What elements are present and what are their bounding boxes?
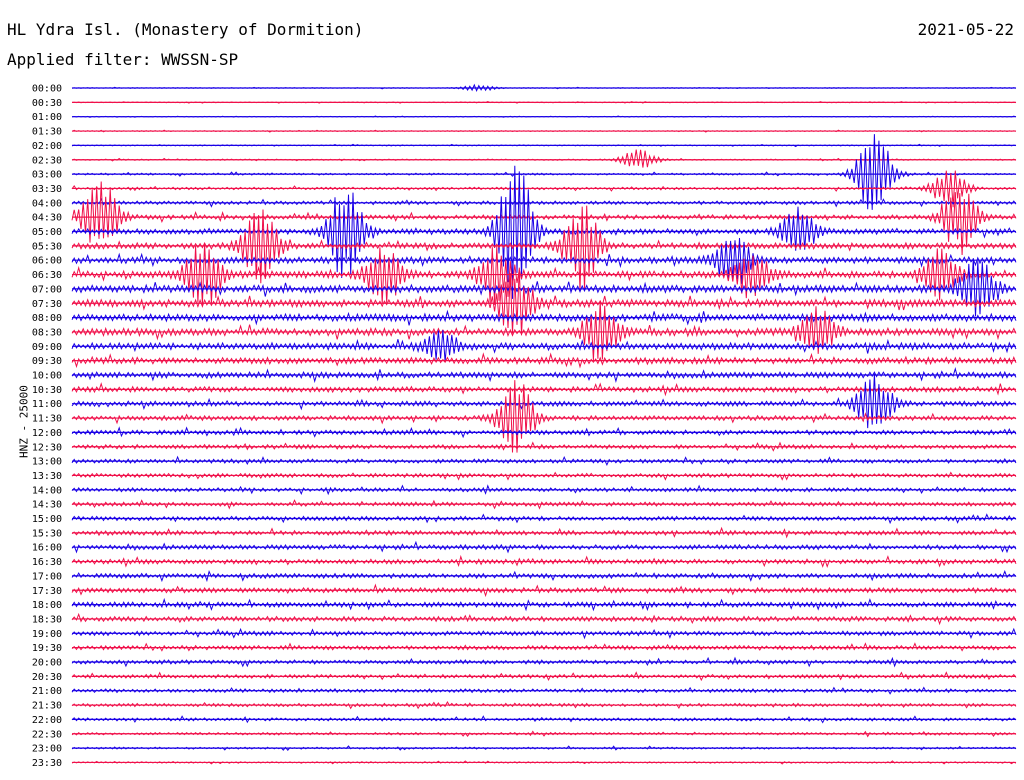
- row-label-0430: 04:30: [32, 213, 62, 224]
- row-label-0730: 07:30: [32, 299, 62, 310]
- trace-1530: [71, 526, 1017, 539]
- row-label-2230: 22:30: [32, 729, 62, 740]
- row-label-0800: 08:00: [32, 313, 62, 324]
- trace-2000: [71, 656, 1017, 668]
- trace-1130: [71, 380, 1017, 453]
- trace-1000: [71, 366, 1017, 384]
- row-label-0100: 01:00: [32, 112, 62, 123]
- row-label-1230: 12:30: [32, 442, 62, 453]
- row-label-1930: 19:30: [32, 643, 62, 654]
- trace-2130: [71, 700, 1017, 710]
- row-label-2030: 20:30: [32, 672, 62, 683]
- row-label-1030: 10:30: [32, 385, 62, 396]
- row-label-1430: 14:30: [32, 500, 62, 511]
- trace-0630: [71, 242, 1017, 305]
- trace-1300: [71, 455, 1017, 466]
- row-label-2300: 23:00: [32, 744, 62, 755]
- row-label-1130: 11:30: [32, 414, 62, 425]
- row-label-0530: 05:30: [32, 241, 62, 252]
- row-label-1730: 17:30: [32, 586, 62, 597]
- row-label-0330: 03:30: [32, 184, 62, 195]
- row-label-0400: 04:00: [32, 198, 62, 209]
- trace-0600: [71, 237, 1017, 284]
- row-label-0830: 08:30: [32, 327, 62, 338]
- row-label-1630: 16:30: [32, 557, 62, 568]
- row-label-0500: 05:00: [32, 227, 62, 238]
- trace-1630: [71, 554, 1017, 569]
- row-label-0130: 01:30: [32, 127, 62, 138]
- trace-0730: [71, 267, 1017, 336]
- trace-0930: [71, 352, 1017, 369]
- row-label-0600: 06:00: [32, 256, 62, 267]
- row-label-0930: 09:30: [32, 356, 62, 367]
- row-label-0900: 09:00: [32, 342, 62, 353]
- row-time-labels: 00:00 00:30 01:00 01:30 02:00 02:30 03:00 03:30…: [32, 84, 62, 769]
- trace-1230: [71, 441, 1017, 452]
- seismogram-traces: [71, 83, 1017, 765]
- row-label-2200: 22:00: [32, 715, 62, 726]
- trace-0700: [71, 258, 1017, 317]
- trace-1830: [71, 612, 1017, 626]
- row-label-0230: 02:30: [32, 155, 62, 166]
- trace-1200: [71, 426, 1017, 439]
- row-label-1800: 18:00: [32, 600, 62, 611]
- trace-0900: [71, 330, 1017, 362]
- row-label-1830: 18:30: [32, 614, 62, 625]
- row-label-1900: 19:00: [32, 629, 62, 640]
- trace-0500: [71, 165, 1017, 299]
- trace-2200: [71, 715, 1017, 724]
- row-label-2330: 23:30: [32, 758, 62, 769]
- row-label-0030: 00:30: [32, 98, 62, 109]
- trace-1600: [71, 540, 1017, 554]
- row-label-0700: 07:00: [32, 284, 62, 295]
- station-title: HL Ydra Isl. (Monastery of Dormition): [7, 20, 364, 39]
- row-label-0630: 06:30: [32, 270, 62, 281]
- trace-2030: [71, 671, 1017, 682]
- row-label-1700: 17:00: [32, 571, 62, 582]
- row-label-1330: 13:30: [32, 471, 62, 482]
- row-label-1600: 16:00: [32, 543, 62, 554]
- trace-0530: [71, 205, 1017, 291]
- row-label-1300: 13:00: [32, 457, 62, 468]
- row-label-1200: 12:00: [32, 428, 62, 439]
- trace-1030: [71, 382, 1017, 397]
- trace-1930: [71, 642, 1017, 652]
- row-label-0300: 03:00: [32, 170, 62, 181]
- trace-1900: [71, 627, 1017, 640]
- row-label-1400: 14:00: [32, 485, 62, 496]
- trace-0330: [71, 170, 1017, 208]
- applied-filter-label: Applied filter: WWSSN-SP: [7, 50, 239, 69]
- row-label-1100: 11:00: [32, 399, 62, 410]
- trace-0430: [71, 181, 1017, 256]
- row-label-2130: 21:30: [32, 701, 62, 712]
- row-label-1530: 15:30: [32, 528, 62, 539]
- trace-0800: [71, 309, 1017, 326]
- row-label-1500: 15:00: [32, 514, 62, 525]
- trace-1800: [71, 597, 1017, 612]
- trace-0400: [71, 198, 1017, 208]
- row-label-1000: 10:00: [32, 371, 62, 382]
- trace-1730: [71, 583, 1017, 598]
- trace-1700: [71, 569, 1017, 583]
- row-label-0200: 02:00: [32, 141, 62, 152]
- trace-0230: [71, 149, 1017, 168]
- trace-0830: [71, 300, 1017, 361]
- row-label-2100: 21:00: [32, 686, 62, 697]
- row-label-0000: 00:00: [32, 84, 62, 95]
- trace-1500: [71, 513, 1017, 525]
- trace-1400: [71, 484, 1017, 496]
- trace-2230: [71, 730, 1017, 738]
- record-date: 2021-05-22: [917, 20, 1014, 39]
- row-label-2000: 20:00: [32, 658, 62, 669]
- trace-1430: [71, 499, 1017, 510]
- trace-1330: [71, 471, 1017, 481]
